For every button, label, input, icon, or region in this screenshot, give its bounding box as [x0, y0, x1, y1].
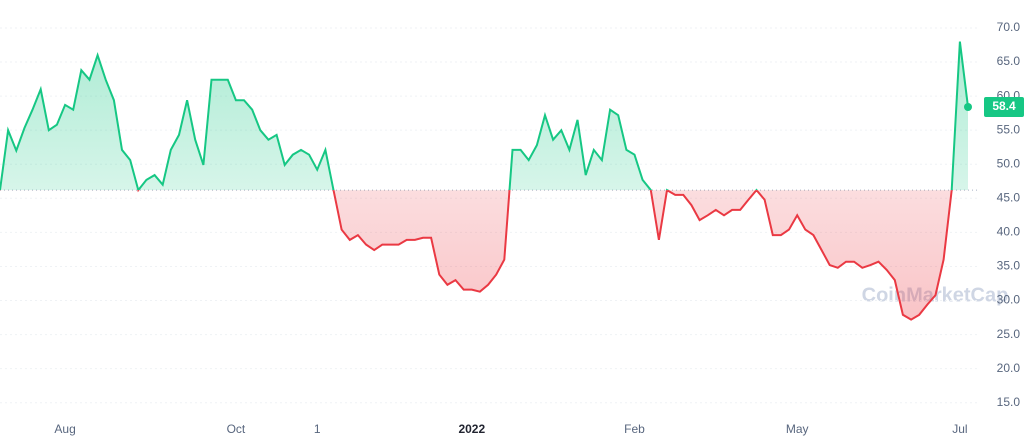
- y-tick-label: 35.0: [997, 259, 1021, 273]
- x-tick-label: Feb: [624, 422, 645, 436]
- line-down: [0, 190, 953, 321]
- x-tick-label: Jul: [952, 422, 967, 436]
- line-up: [0, 41, 969, 191]
- last-point: [964, 102, 972, 111]
- x-tick-label: 2022: [458, 422, 485, 436]
- x-tick-label: 1: [314, 422, 321, 436]
- y-tick-label: 25.0: [997, 327, 1021, 341]
- y-tick-label: 40.0: [997, 225, 1021, 239]
- x-tick-label: May: [786, 422, 809, 436]
- area-up: [0, 41, 968, 191]
- price-badge: [984, 96, 1024, 117]
- x-tick-label: Oct: [227, 422, 246, 436]
- y-tick-label: 20.0: [997, 361, 1021, 375]
- y-tick-label: 30.0: [997, 293, 1021, 307]
- y-tick-label: 65.0: [997, 54, 1021, 68]
- y-tick-label: 55.0: [997, 122, 1021, 136]
- price-label: 58.4: [992, 99, 1016, 113]
- area-down: [333, 190, 952, 320]
- y-tick-label: 70.0: [997, 20, 1021, 34]
- x-tick-label: Aug: [54, 422, 75, 436]
- y-tick-label: 15.0: [997, 395, 1021, 409]
- y-tick-label: 50.0: [997, 156, 1021, 170]
- y-tick-label: 45.0: [997, 190, 1021, 204]
